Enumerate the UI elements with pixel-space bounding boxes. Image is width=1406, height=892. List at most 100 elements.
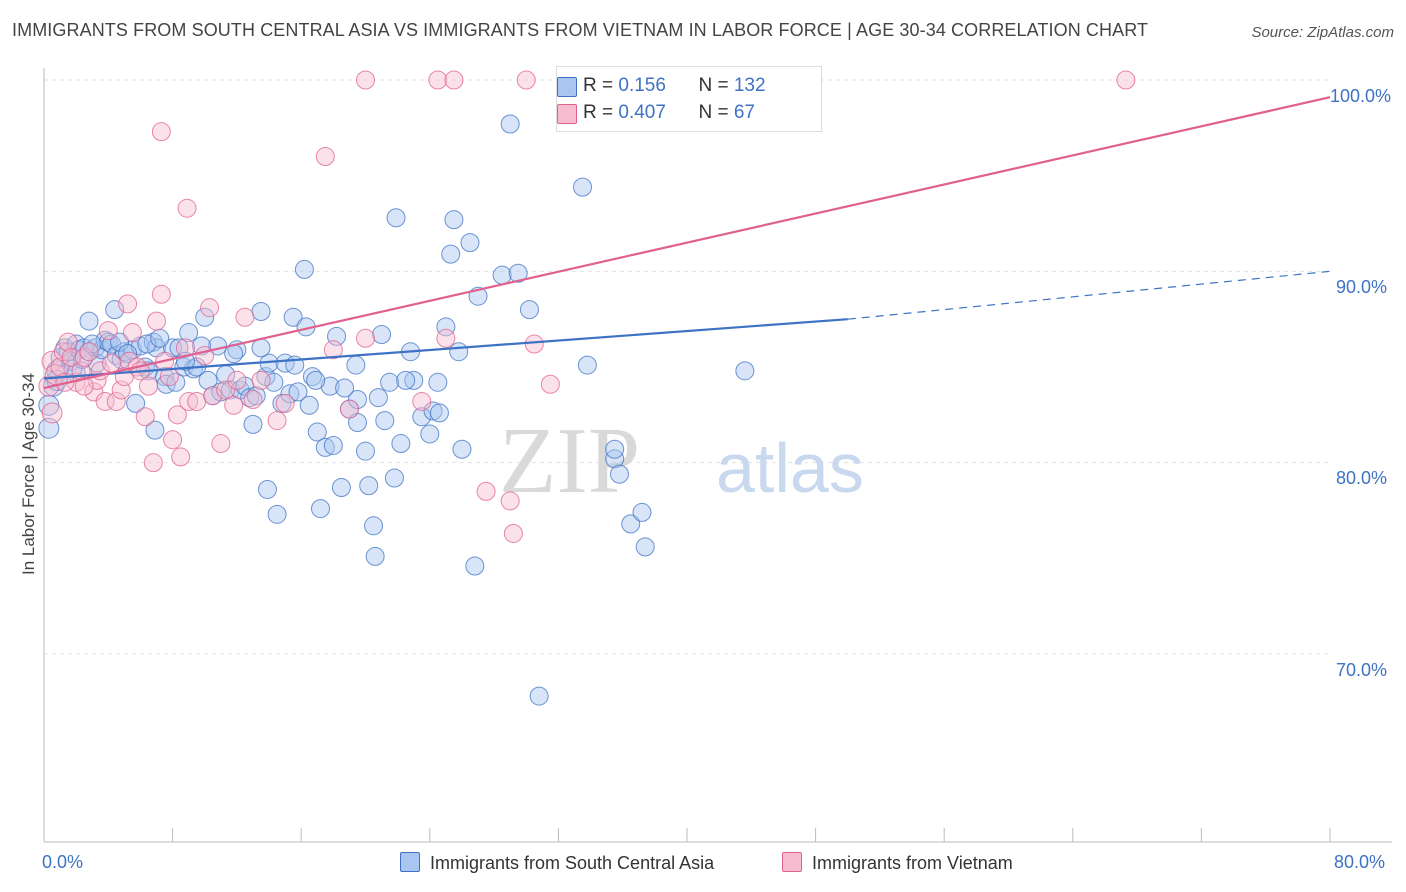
data-point: [84, 382, 104, 402]
data-point: [216, 380, 236, 400]
data-point: [429, 403, 449, 423]
data-point: [346, 355, 366, 375]
watermark-atlas: atlas: [716, 429, 864, 507]
data-point: [444, 70, 464, 90]
data-point: [449, 342, 469, 362]
data-point: [106, 391, 126, 411]
data-point: [267, 504, 287, 524]
x-tick-max: 80.0%: [1334, 852, 1386, 872]
source-label: Source: ZipAtlas.com: [1251, 24, 1394, 41]
data-point: [452, 439, 472, 459]
data-point: [179, 391, 199, 411]
data-point: [224, 395, 244, 415]
data-point: [74, 376, 94, 396]
data-point: [609, 464, 629, 484]
data-point: [368, 388, 388, 408]
series-vietnam: [38, 70, 1136, 543]
data-point: [98, 321, 118, 341]
data-point: [605, 439, 625, 459]
data-point: [243, 414, 263, 434]
data-point: [159, 367, 179, 387]
axes: [43, 68, 1392, 843]
data-point: [404, 370, 424, 390]
data-point: [423, 401, 443, 421]
data-point: [356, 441, 375, 461]
data-point: [339, 399, 359, 419]
data-point: [428, 372, 448, 392]
correlation-legend: R = 0.156 N = 132 R = 0.407 N = 67: [556, 66, 822, 132]
data-point: [621, 514, 641, 534]
y-tick-100: 100.0%: [1330, 86, 1392, 106]
y-tick-80: 80.0%: [1336, 468, 1388, 488]
data-point: [315, 437, 335, 457]
data-point: [465, 556, 485, 576]
data-point: [364, 516, 384, 536]
legend-r-label: R =: [583, 75, 619, 96]
data-point: [375, 411, 395, 431]
legend-r-value: 0.156: [618, 75, 666, 96]
data-point: [118, 294, 138, 314]
data-point: [299, 395, 319, 415]
legend-n-value: 67: [733, 102, 755, 123]
legend-row-vietnam: R = 0.407 N = 67: [557, 102, 755, 124]
data-point: [280, 384, 300, 404]
data-point: [365, 546, 385, 566]
data-point: [524, 334, 544, 354]
data-point: [227, 370, 247, 390]
data-point: [605, 449, 625, 469]
y-axis-label: In Labor Force | Age 30-34: [19, 373, 38, 575]
data-point: [251, 370, 271, 390]
legend-r-value: 0.407: [618, 102, 666, 123]
legend-label-asia: Immigrants from South Central Asia: [430, 853, 715, 873]
data-point: [529, 686, 549, 706]
data-point: [95, 391, 115, 411]
data-point: [1116, 70, 1136, 90]
data-point: [320, 376, 340, 396]
data-point: [540, 374, 560, 394]
data-point: [476, 481, 496, 501]
data-point: [356, 328, 375, 348]
data-point: [211, 434, 231, 454]
data-point: [257, 479, 277, 499]
data-point: [246, 386, 266, 406]
data-point: [126, 393, 146, 413]
data-point: [235, 307, 255, 327]
data-point: [150, 328, 170, 348]
data-point: [177, 198, 197, 218]
legend-swatch-pink: [782, 852, 802, 872]
data-point: [331, 478, 351, 498]
data-point: [41, 402, 63, 424]
data-point: [500, 491, 520, 511]
data-point: [386, 208, 406, 228]
data-point: [251, 302, 271, 322]
data-point: [288, 382, 308, 402]
data-point: [138, 376, 158, 396]
data-point: [50, 357, 70, 377]
trendline-asia-extension: [847, 270, 1331, 320]
data-point: [516, 70, 536, 90]
legend-n-value: 132: [733, 75, 766, 96]
data-point: [735, 361, 755, 381]
data-point: [519, 300, 539, 320]
trendline-vietnam: [43, 96, 1331, 390]
data-point: [275, 393, 295, 413]
data-point: [122, 323, 142, 343]
data-point: [632, 502, 652, 522]
legend-row-asia: R = 0.156 N = 132: [557, 75, 766, 97]
data-point: [105, 300, 125, 320]
data-point: [179, 323, 199, 343]
data-point: [492, 265, 512, 285]
data-point: [151, 122, 171, 142]
data-point: [198, 370, 218, 390]
data-point: [151, 284, 171, 304]
legend-r-label: R =: [583, 102, 619, 123]
data-point: [420, 424, 440, 444]
data-point: [147, 311, 167, 331]
data-point: [391, 434, 411, 454]
data-point: [460, 233, 480, 253]
grid-lines: [44, 79, 1330, 655]
data-point: [441, 244, 461, 264]
data-point: [573, 177, 593, 197]
data-point: [323, 340, 343, 360]
